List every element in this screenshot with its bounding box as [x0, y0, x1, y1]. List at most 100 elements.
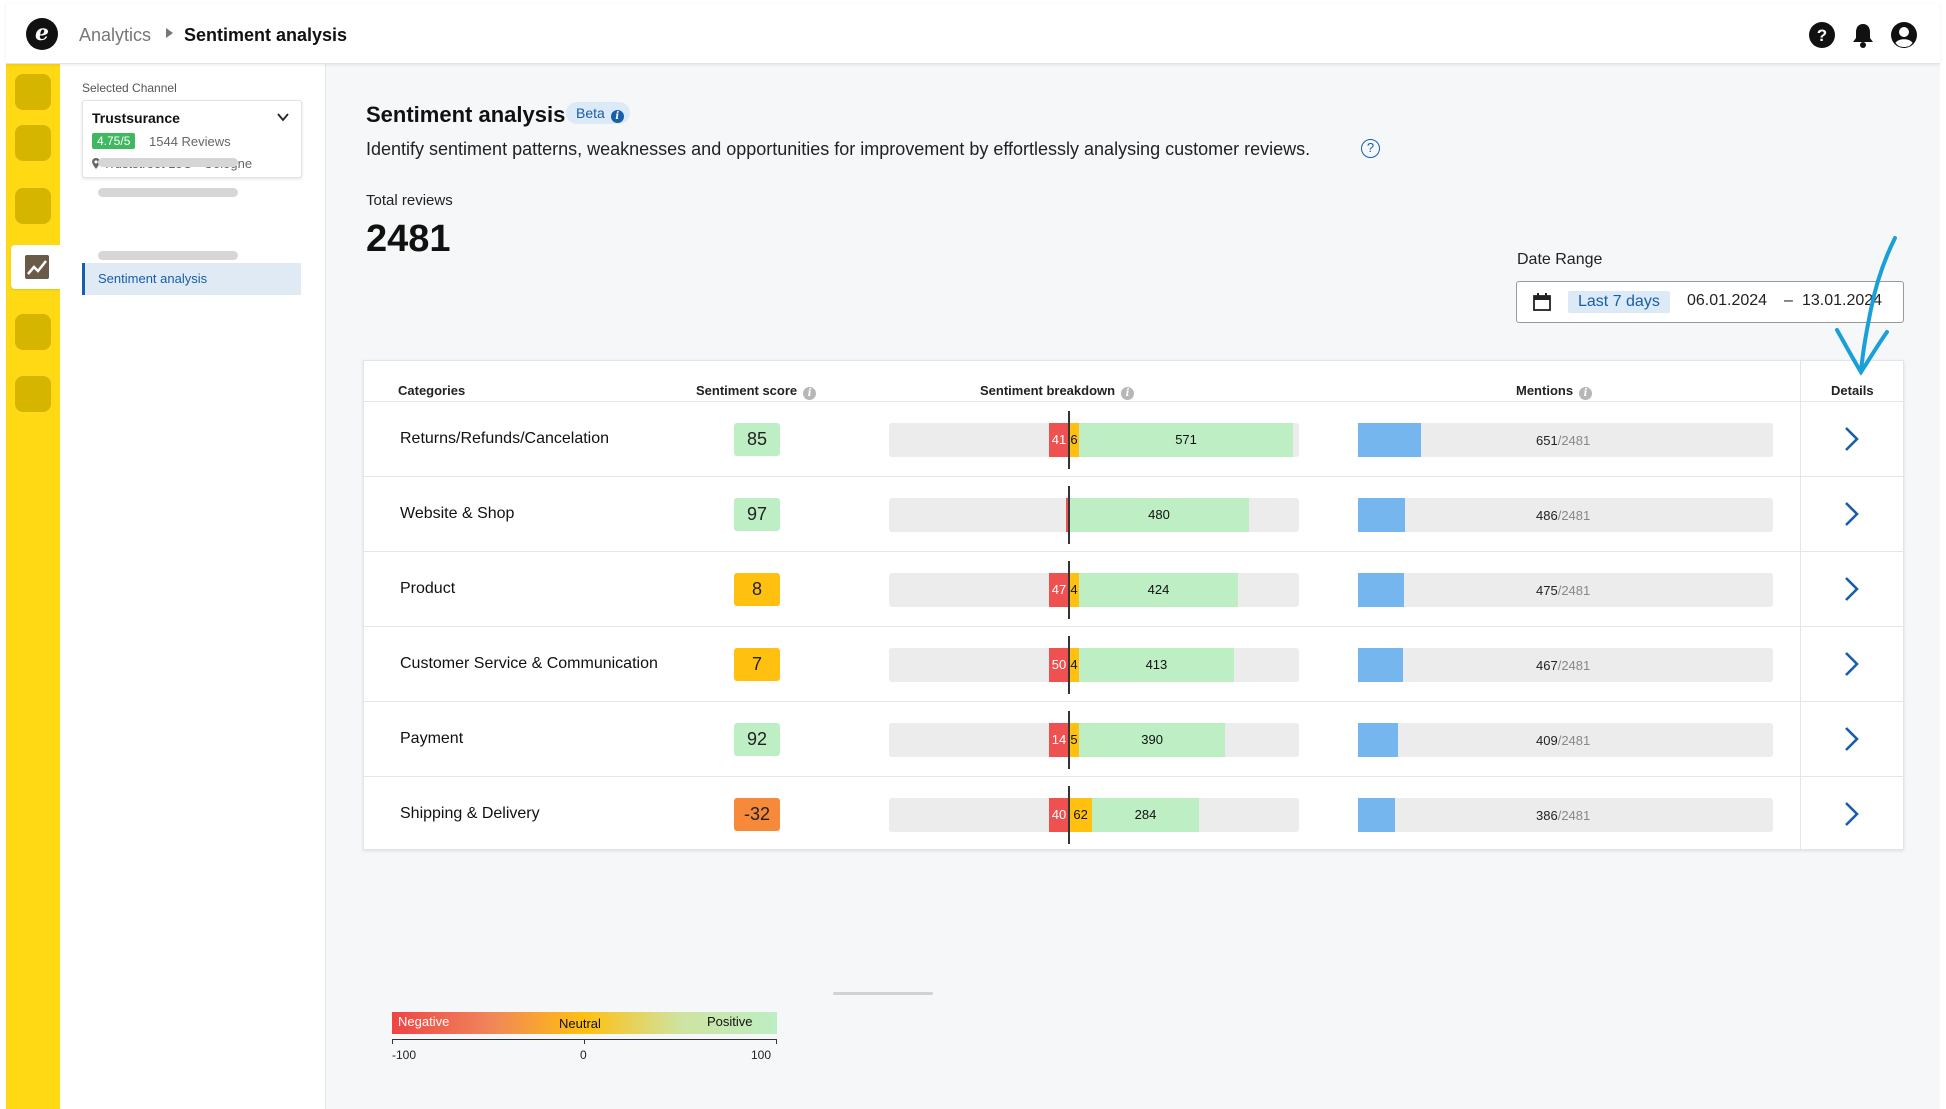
- account-icon[interactable]: [1890, 21, 1918, 49]
- category-label: Returns/Refunds/Cancelation: [400, 430, 610, 447]
- rail-item-1[interactable]: [15, 74, 51, 110]
- sub-navigation: Selected Channel Trustsurance 4.75/5 154…: [60, 64, 326, 1109]
- mentions-value: 486: [1536, 508, 1558, 523]
- legend-max: 100: [751, 1048, 772, 1062]
- neutral-segment: 4: [1069, 573, 1079, 607]
- info-icon[interactable]: i: [610, 110, 624, 123]
- info-icon[interactable]: i: [1579, 387, 1593, 400]
- category-label: Customer Service & Communication: [400, 655, 658, 672]
- table-row[interactable]: Customer Service & Communication 7 50 4 413 4…: [364, 626, 1905, 701]
- sentiment-score-badge: 85: [734, 423, 780, 456]
- info-icon[interactable]: i: [803, 387, 817, 400]
- neutral-segment: 62: [1069, 798, 1093, 832]
- positive-segment: 424: [1079, 573, 1238, 607]
- rail-item-2[interactable]: [15, 125, 51, 161]
- legend-tick: [776, 1039, 777, 1044]
- legend-tick: [584, 1039, 585, 1044]
- sentiment-score-badge: 97: [734, 498, 780, 531]
- mentions-fill: [1358, 723, 1398, 757]
- sentiment-score-badge: 8: [734, 573, 780, 606]
- legend-negative: Negative: [398, 1014, 450, 1029]
- rail-item-analytics[interactable]: [11, 245, 63, 289]
- rail-item-3[interactable]: [15, 188, 51, 224]
- chevron-right-icon[interactable]: [1834, 722, 1868, 756]
- positive-segment: 390: [1079, 723, 1226, 757]
- sentiment-table: Categories Sentiment score i Sentiment br…: [363, 360, 1905, 851]
- negative-segment: 41: [1049, 423, 1069, 457]
- sentiment-score-badge: 92: [734, 723, 780, 756]
- sidebar-item-label: Sentiment analysis: [98, 271, 208, 286]
- mentions-count: 386/2481: [1536, 808, 1590, 823]
- table-row[interactable]: Website & Shop 97 480 486/2481: [364, 476, 1905, 551]
- legend-positive: Positive: [707, 1014, 753, 1029]
- date-preset-chip[interactable]: Last 7 days: [1568, 291, 1670, 313]
- breadcrumb-current: Sentiment analysis: [184, 25, 348, 45]
- negative-segment: 50: [1049, 648, 1069, 682]
- date-range-picker[interactable]: Last 7 days 06.01.2024 – 13.01.2024: [1516, 281, 1904, 323]
- table-row[interactable]: Payment 92 14 5 390 409/2481: [364, 701, 1905, 776]
- page-description: Identify sentiment patterns, weaknesses …: [366, 139, 1311, 159]
- mentions-value: 475: [1536, 583, 1558, 598]
- header-categories: Categories: [398, 383, 466, 398]
- sentiment-breakdown-bar: 41 6 571: [889, 411, 1299, 469]
- mentions-count: 486/2481: [1536, 508, 1590, 523]
- sentiment-breakdown-bar: 47 4 424: [889, 561, 1299, 619]
- mentions-bar: 475/2481: [1358, 573, 1773, 607]
- total-reviews-label: Total reviews: [366, 192, 453, 209]
- horizontal-scrollbar[interactable]: [833, 992, 933, 995]
- mentions-value: 386: [1536, 808, 1558, 823]
- chevron-right-icon[interactable]: [1834, 497, 1868, 531]
- negative-segment: [1066, 498, 1069, 532]
- table-row[interactable]: Product 8 47 4 424 475/2481: [364, 551, 1905, 626]
- chevron-right-icon[interactable]: [1834, 572, 1868, 606]
- table-row[interactable]: Returns/Refunds/Cancelation 85 41 6 571 651/2…: [364, 401, 1905, 476]
- mentions-fill: [1358, 423, 1422, 457]
- selected-channel-label: Selected Channel: [82, 81, 177, 95]
- mentions-total: /2481: [1557, 658, 1591, 673]
- page-title: Sentiment analysis: [366, 102, 566, 127]
- chart-icon: [25, 255, 49, 279]
- chevron-right-icon[interactable]: [1834, 647, 1868, 681]
- mentions-value: 651: [1536, 433, 1558, 448]
- category-label: Website & Shop: [400, 505, 515, 522]
- app-logo[interactable]: e: [26, 18, 58, 50]
- rating-badge: 4.75/5: [92, 133, 136, 149]
- sentiment-breakdown-bar: 50 4 413: [889, 636, 1299, 694]
- mentions-bar: 486/2481: [1358, 498, 1773, 532]
- negative-segment: 40: [1049, 798, 1069, 832]
- positive-segment: 284: [1092, 798, 1199, 832]
- zero-line: [1068, 636, 1070, 694]
- help-circle-icon[interactable]: ?: [1361, 139, 1380, 158]
- chevron-down-icon[interactable]: [276, 110, 290, 124]
- mentions-total: /2481: [1557, 733, 1591, 748]
- header-breakdown-label: Sentiment breakdown: [980, 383, 1116, 398]
- positive-segment: 413: [1079, 648, 1234, 682]
- zero-line: [1068, 711, 1070, 769]
- legend-gradient: [392, 1012, 777, 1034]
- nav-placeholder: [98, 158, 238, 167]
- zero-line: [1068, 411, 1070, 469]
- beta-badge[interactable]: Beta i: [566, 102, 630, 124]
- reviews-count: 1544 Reviews: [149, 134, 231, 149]
- nav-placeholder: [98, 251, 238, 260]
- chevron-right-icon[interactable]: [1834, 797, 1868, 831]
- help-icon[interactable]: ?: [1808, 21, 1836, 49]
- mentions-total: /2481: [1557, 808, 1591, 823]
- main-content: Sentiment analysis Beta i Identify sentim…: [326, 64, 1940, 1109]
- rail-item-6[interactable]: [15, 376, 51, 412]
- header-mentions-label: Mentions: [1516, 383, 1574, 398]
- mentions-count: 651/2481: [1536, 433, 1590, 448]
- bell-icon[interactable]: [1849, 21, 1877, 49]
- table-row[interactable]: Shipping & Delivery -32 40 62 284 386/2481: [364, 776, 1905, 851]
- mentions-value: 409: [1536, 733, 1558, 748]
- rail-item-5[interactable]: [15, 314, 51, 350]
- breadcrumb-analytics[interactable]: Analytics: [79, 25, 152, 45]
- chevron-right-icon[interactable]: [1834, 422, 1868, 456]
- date-range-label: Date Range: [1517, 251, 1603, 268]
- location-pin-icon: [92, 158, 100, 169]
- sidebar-item-sentiment-analysis[interactable]: Sentiment analysis: [82, 263, 301, 295]
- neutral-segment: 4: [1069, 648, 1079, 682]
- header-sentiment-breakdown: Sentiment breakdown i: [980, 383, 1135, 400]
- mentions-value: 467: [1536, 658, 1558, 673]
- info-icon[interactable]: i: [1121, 387, 1135, 400]
